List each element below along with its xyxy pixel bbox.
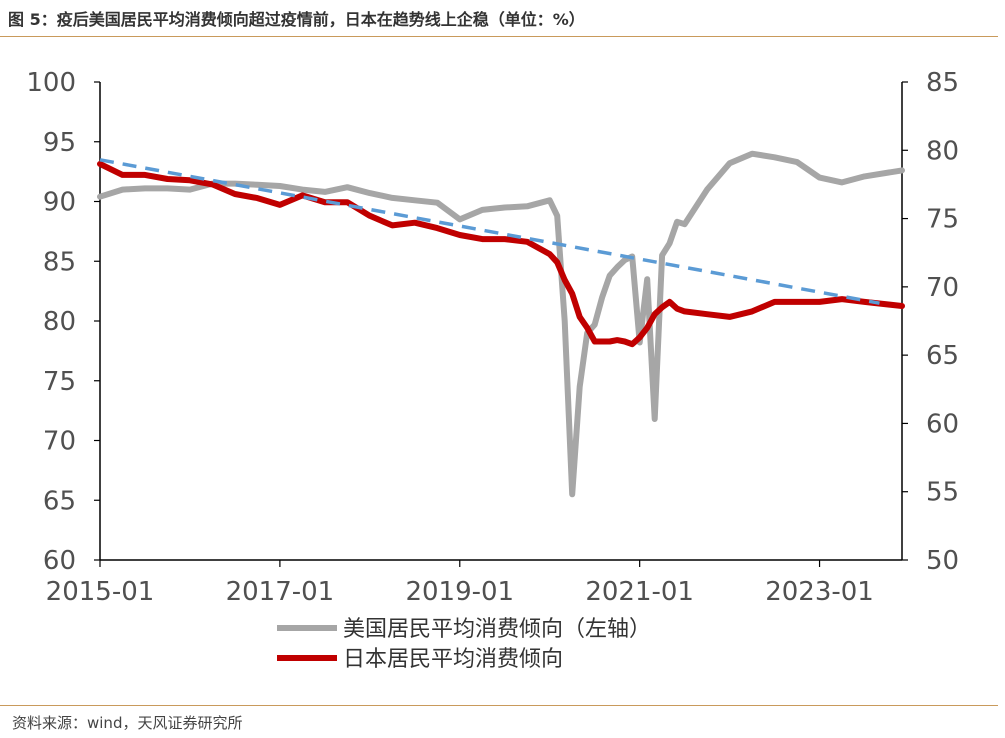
y-right-tick-label: 70 — [926, 273, 959, 303]
y-left-tick-label: 95 — [43, 128, 76, 158]
y-right-tick-label: 85 — [926, 68, 959, 98]
y-left-tick-label: 60 — [43, 546, 76, 576]
x-tick-label: 2015-01 — [46, 577, 155, 607]
axes-layer: 60 65 70 75 80 85 90 95 100 50 55 60 65 70 75 80 85 2015-… — [26, 68, 959, 607]
y-left-tick-label: 80 — [43, 307, 76, 337]
legend: 美国居民平均消费倾向（左轴） 日本居民平均消费倾向 — [277, 617, 651, 672]
x-tick-label: 2017-01 — [226, 577, 335, 607]
y-right-tick-label: 80 — [926, 136, 959, 166]
legend-label: 日本居民平均消费倾向 — [343, 647, 563, 672]
source-note: 资料来源：wind，天风证券研究所 — [12, 714, 243, 732]
chart-title: 图 5：疫后美国居民平均消费倾向超过疫情前，日本在趋势线上企稳（单位：%） — [8, 10, 585, 29]
y-left-tick-label: 90 — [43, 188, 76, 218]
x-tick-label: 2019-01 — [405, 577, 514, 607]
japan-consumption-line — [97, 160, 905, 348]
y-left-tick-label: 65 — [43, 486, 76, 516]
y-right-tick-label: 60 — [926, 409, 959, 439]
top-divider — [0, 36, 998, 37]
y-left-tick-label: 85 — [43, 247, 76, 277]
y-left-tick-label: 75 — [43, 367, 76, 397]
series-layer — [97, 150, 905, 498]
x-tick-label: 2023-01 — [765, 577, 874, 607]
us-consumption-line — [97, 150, 905, 498]
bottom-divider — [0, 705, 998, 706]
legend-item-us: 美国居民平均消费倾向（左轴） — [277, 617, 651, 642]
x-tick-label: 2021-01 — [585, 577, 694, 607]
line-chart: 60 65 70 75 80 85 90 95 100 50 55 60 65 70 75 80 85 2015-… — [26, 68, 959, 672]
y-right-tick-label: 50 — [926, 546, 959, 576]
y-left-tick-label: 100 — [26, 68, 76, 98]
legend-label: 美国居民平均消费倾向（左轴） — [343, 617, 651, 642]
y-right-tick-label: 55 — [926, 478, 959, 508]
y-left-tick-label: 70 — [43, 427, 76, 457]
y-right-tick-label: 65 — [926, 341, 959, 371]
legend-item-japan: 日本居民平均消费倾向 — [277, 647, 563, 672]
japan-trend-line — [99, 158, 880, 305]
y-right-tick-label: 75 — [926, 205, 959, 235]
